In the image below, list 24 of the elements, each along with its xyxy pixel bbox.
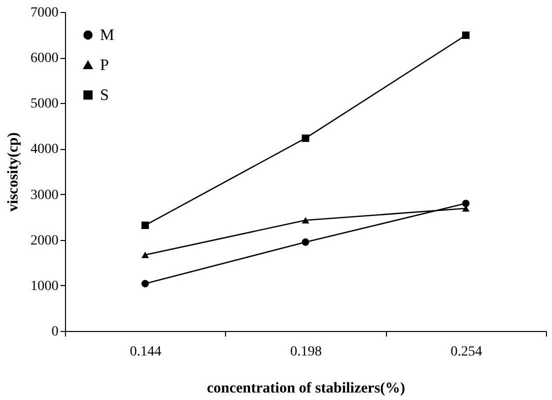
y-tick-label: 0	[52, 324, 58, 340]
legend-label: M	[100, 27, 114, 44]
y-axis-title: viscosity(cp)	[6, 132, 22, 212]
point	[302, 238, 310, 246]
y-tick-label: 6000	[30, 51, 58, 66]
x-tick-label: 0.254	[450, 344, 482, 360]
legend-label: S	[100, 87, 109, 104]
point	[141, 280, 149, 288]
point	[141, 252, 149, 258]
y-tick-label: 3000	[30, 188, 58, 203]
y-tick-label: 5000	[30, 96, 58, 112]
point	[141, 222, 149, 229]
x-tick-label: 0.198	[290, 344, 322, 360]
y-tick-label: 2000	[30, 233, 58, 248]
y-tick-label: 7000	[30, 6, 58, 20]
point	[462, 32, 470, 39]
legend-label: P	[100, 57, 109, 74]
y-tick-label: 1000	[30, 278, 58, 294]
point	[462, 200, 470, 208]
y-tick-label: 4000	[30, 142, 58, 158]
x-tick-label: 0.144	[130, 344, 162, 360]
x-axis-title: concentration of stabilizers(%)	[206, 380, 406, 396]
point	[302, 217, 310, 224]
point	[302, 134, 310, 142]
